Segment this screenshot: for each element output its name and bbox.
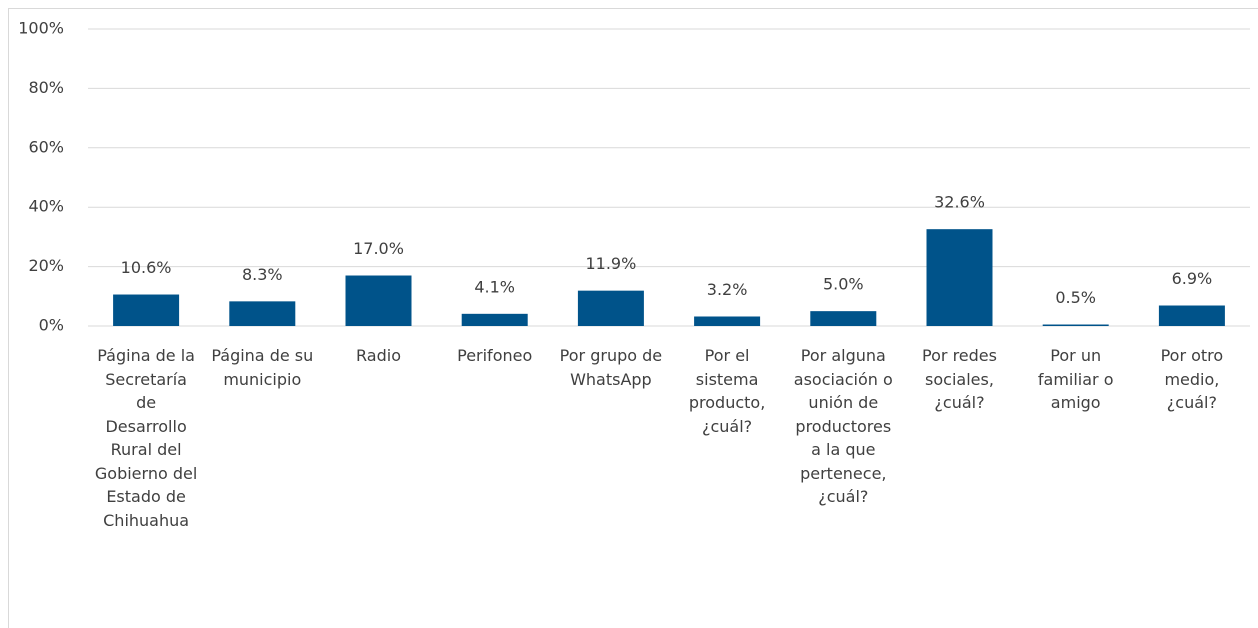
x-tick-label: Por redes sociales, ¿cuál? — [922, 346, 997, 412]
bar — [1158, 305, 1225, 326]
data-label: 5.0% — [823, 275, 864, 294]
data-label: 17.0% — [353, 239, 404, 258]
bar — [1042, 324, 1109, 326]
x-tick-label: Perifoneo — [457, 346, 533, 365]
x-tick-label: Por grupo de WhatsApp — [559, 346, 663, 389]
bar — [345, 275, 412, 326]
data-label: 6.9% — [1172, 269, 1213, 288]
data-label: 11.9% — [585, 254, 636, 273]
y-tick-label: 100% — [18, 19, 64, 38]
y-tick-label: 20% — [28, 256, 64, 275]
y-tick-label: 80% — [28, 78, 64, 97]
data-label: 32.6% — [934, 193, 985, 212]
x-tick-label: Por el sistema producto, ¿cuál? — [688, 346, 766, 436]
x-tick-label: Radio — [356, 346, 401, 365]
x-tick-label: Por un familiar o amigo — [1037, 346, 1114, 412]
y-tick-label: 0% — [39, 316, 64, 335]
data-label: 10.6% — [121, 258, 172, 277]
bar — [694, 316, 761, 326]
bar — [229, 301, 296, 326]
bar — [577, 290, 644, 326]
x-tick-label: Página de su municipio — [211, 346, 314, 389]
data-label: 3.2% — [707, 280, 748, 299]
x-tick-label: Por otro medio, ¿cuál? — [1160, 346, 1224, 412]
y-tick-label: 60% — [28, 137, 64, 156]
bar — [810, 311, 877, 326]
bar — [461, 313, 528, 326]
x-tick-label: Página de la Secretaría de Desarrollo Ru… — [94, 346, 198, 530]
bar — [926, 229, 993, 326]
x-tick-label: Por alguna asociación o unión de product… — [793, 346, 893, 506]
y-tick-label: 40% — [28, 197, 64, 216]
data-label: 0.5% — [1055, 288, 1096, 307]
data-label: 8.3% — [242, 265, 283, 284]
bar — [113, 294, 180, 326]
data-label: 4.1% — [474, 277, 515, 296]
